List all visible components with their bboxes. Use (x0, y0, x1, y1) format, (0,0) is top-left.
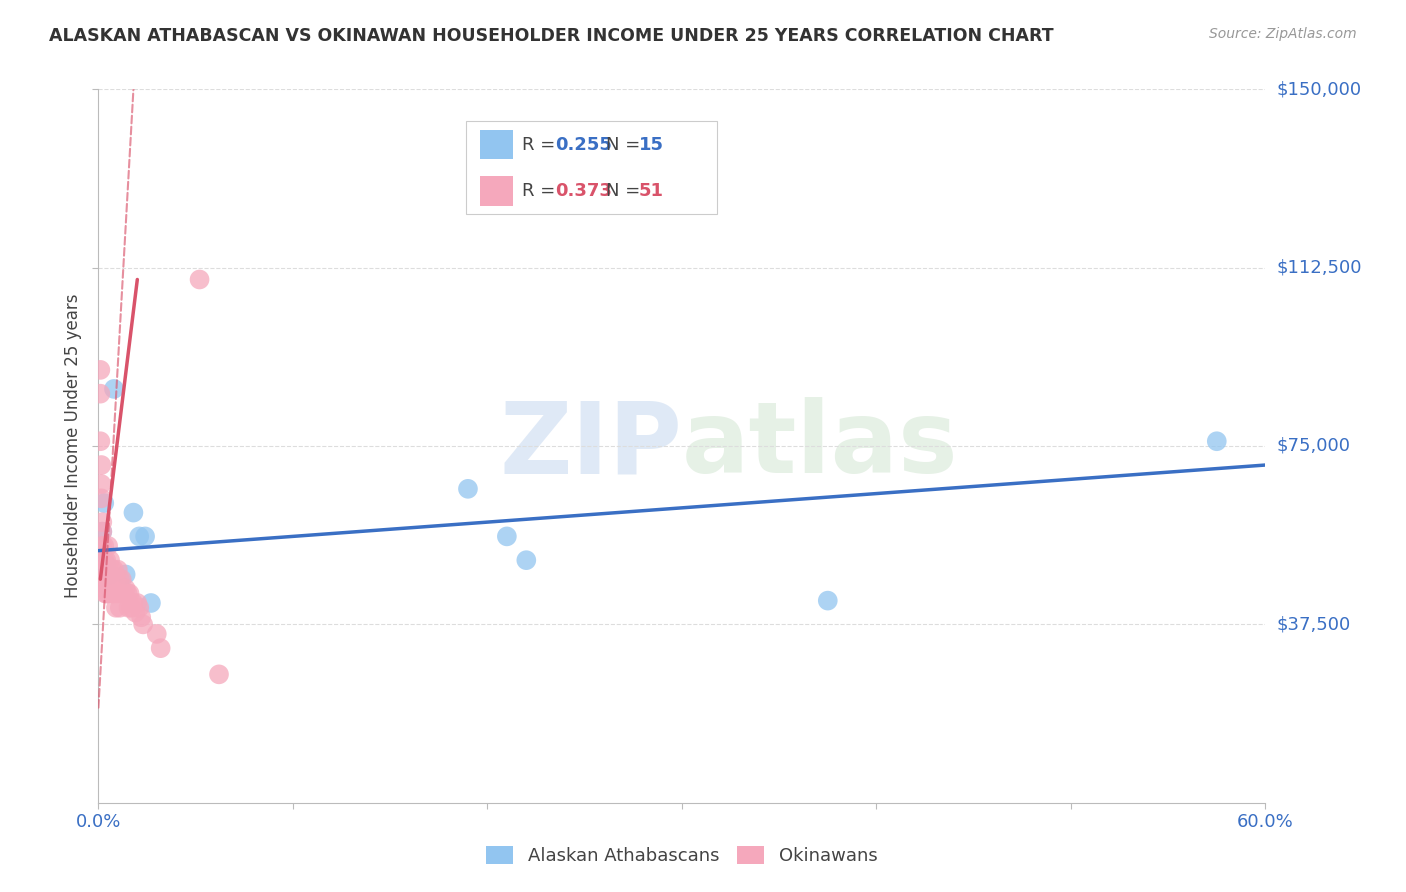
Point (98, 567, 121, 582)
Point (208, 667, 231, 681)
Y-axis label: Householder Income Under 25 years: Householder Income Under 25 years (63, 293, 82, 599)
Point (114, 582, 136, 596)
Point (122, 506, 145, 520)
Bar (479, 129, 513, 160)
Text: 0.255: 0.255 (555, 136, 612, 153)
Legend: Alaskan Athabascans, Okinawans: Alaskan Athabascans, Okinawans (479, 838, 884, 872)
Point (96, 558, 118, 572)
Point (107, 563, 129, 577)
Point (127, 596, 149, 610)
Point (98, 553, 121, 567)
Point (122, 596, 145, 610)
Point (128, 600, 150, 615)
FancyBboxPatch shape (465, 121, 717, 214)
Point (96, 586, 118, 600)
Point (96, 572, 118, 586)
Point (93, 496, 115, 510)
Point (139, 596, 162, 610)
Point (103, 563, 125, 577)
Point (112, 586, 135, 600)
Bar (479, 176, 513, 206)
Point (103, 586, 125, 600)
Text: $112,500: $112,500 (1277, 259, 1362, 277)
Point (104, 572, 127, 586)
Text: atlas: atlas (682, 398, 959, 494)
Point (146, 627, 169, 641)
Point (90, 477, 112, 491)
Point (114, 567, 136, 582)
Text: N =: N = (606, 182, 645, 200)
Text: $37,500: $37,500 (1277, 615, 1351, 633)
Text: ALASKAN ATHABASCAN VS OKINAWAN HOUSEHOLDER INCOME UNDER 25 YEARS CORRELATION CHA: ALASKAN ATHABASCAN VS OKINAWAN HOUSEHOLD… (49, 27, 1054, 45)
Point (89, 386, 111, 401)
Point (117, 586, 139, 600)
Text: R =: R = (522, 136, 561, 153)
Point (93, 553, 115, 567)
Text: R =: R = (522, 182, 561, 200)
Point (108, 572, 131, 586)
Text: 15: 15 (638, 136, 664, 153)
Point (108, 600, 131, 615)
Point (90, 491, 112, 506)
Point (101, 586, 124, 600)
Text: N =: N = (606, 136, 645, 153)
Point (149, 641, 172, 656)
Point (97, 539, 120, 553)
Point (93, 563, 115, 577)
Point (515, 553, 537, 567)
Point (107, 586, 129, 600)
Point (91, 524, 114, 539)
Text: Source: ZipAtlas.com: Source: ZipAtlas.com (1209, 27, 1357, 41)
Point (111, 572, 134, 586)
Point (90, 458, 112, 472)
Text: $150,000: $150,000 (1277, 80, 1361, 98)
Point (132, 617, 155, 632)
Point (101, 563, 124, 577)
Point (98, 577, 121, 591)
Point (103, 382, 125, 396)
Point (91, 524, 114, 539)
Point (117, 600, 139, 615)
Point (124, 606, 146, 620)
Point (496, 529, 519, 543)
Point (89, 434, 111, 449)
Point (97, 586, 120, 600)
Point (94, 586, 117, 600)
Point (457, 482, 479, 496)
Point (817, 593, 839, 607)
Point (134, 529, 156, 543)
Point (121, 600, 143, 615)
Point (96, 553, 118, 567)
Point (104, 600, 127, 615)
Point (97, 563, 120, 577)
Text: 0.373: 0.373 (555, 182, 612, 200)
Point (89, 363, 111, 377)
Point (93, 539, 115, 553)
Point (1205, 434, 1227, 449)
Point (93, 577, 115, 591)
Point (188, 272, 211, 286)
Point (118, 586, 141, 600)
Text: $75,000: $75,000 (1277, 437, 1351, 455)
Point (91, 572, 114, 586)
Point (91, 539, 114, 553)
Point (128, 529, 150, 543)
Point (91, 515, 114, 529)
Text: 51: 51 (638, 182, 664, 200)
Text: ZIP: ZIP (499, 398, 682, 494)
Point (129, 610, 152, 624)
Point (91, 553, 114, 567)
